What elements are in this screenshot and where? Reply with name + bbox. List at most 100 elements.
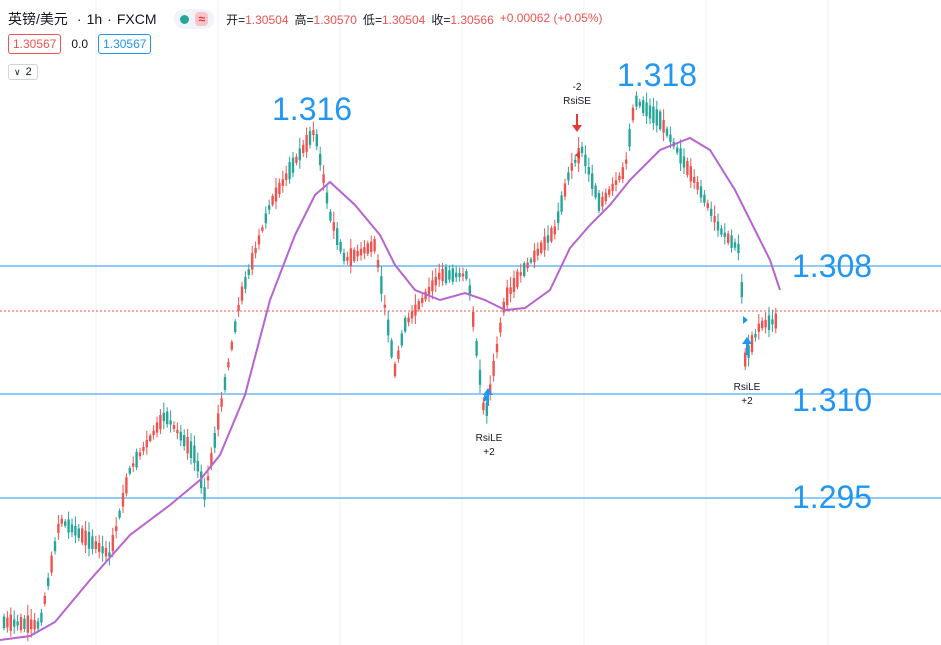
candle-body <box>285 173 288 180</box>
candle-body <box>635 95 638 107</box>
candle-body <box>431 280 434 292</box>
candle-body <box>325 192 329 204</box>
candle-body <box>203 487 206 500</box>
candle-body <box>13 619 16 627</box>
candle-body <box>322 174 325 184</box>
candle-body <box>631 107 635 121</box>
candle-body <box>543 236 546 251</box>
candle-body <box>737 243 740 254</box>
candle-body <box>516 271 519 288</box>
candle-body <box>560 195 563 212</box>
candle-body <box>638 101 641 106</box>
candle-body <box>438 272 441 280</box>
candle-body <box>339 241 342 252</box>
candle-body <box>312 130 315 136</box>
candle-body <box>764 319 767 328</box>
candle-body <box>427 286 431 295</box>
interval-label[interactable]: 1h <box>86 11 103 27</box>
candle-body <box>608 189 611 195</box>
candle-body <box>679 148 682 164</box>
high-value: 1.30570 <box>313 12 357 27</box>
signal-markers: -2 RsiSE RsiLE +2 RsiLE +2 <box>476 82 761 458</box>
candle-body <box>9 614 12 631</box>
status-pill[interactable]: ≈ <box>174 9 215 29</box>
indicators-toggle-button[interactable]: ∨ 2 <box>8 64 38 80</box>
signal-label: RsiLE <box>734 382 761 393</box>
candle-body <box>451 268 454 282</box>
candle-body <box>257 235 261 245</box>
candle-body <box>315 134 318 147</box>
candle-body <box>353 249 356 261</box>
candle-body <box>495 343 499 353</box>
signal-flag-icon <box>575 151 580 159</box>
candle-body <box>220 398 223 407</box>
spread-value: 0.0 <box>71 37 89 51</box>
candle-body <box>604 192 607 202</box>
candlesticks <box>2 91 777 642</box>
signal-arrow-icon <box>742 337 752 344</box>
candle-body <box>730 235 733 248</box>
candle-body <box>138 452 142 457</box>
signal-arrow-icon <box>483 388 493 395</box>
candle-body <box>645 102 648 117</box>
candle-body <box>757 323 760 332</box>
candle-body <box>710 208 713 216</box>
moving-average-line <box>0 136 781 641</box>
wave-icon: ≈ <box>195 12 209 26</box>
candle-body <box>669 134 672 142</box>
candle-body <box>400 333 403 346</box>
candle-body <box>550 227 553 242</box>
close-label: 收 <box>431 12 444 27</box>
bid-price-button[interactable]: 1.30567 <box>8 34 62 54</box>
candle-body <box>512 278 516 292</box>
candle-body <box>475 341 478 356</box>
price-annotation: 1.295 <box>792 479 872 515</box>
candle-body <box>740 282 743 298</box>
candle-body <box>489 384 492 394</box>
candle-body <box>465 271 468 279</box>
candle-body <box>115 526 118 532</box>
candle-body <box>104 548 108 557</box>
candle-body <box>227 361 230 368</box>
indicators-count: 2 <box>25 66 32 78</box>
level-lines <box>0 265 941 499</box>
candle-body <box>121 492 125 507</box>
candle-body <box>393 363 397 377</box>
source-label: FXCM <box>116 11 157 27</box>
symbol-name[interactable]: 英镑/美元 <box>8 11 68 27</box>
signal-flag-icon <box>743 316 748 324</box>
candle-body <box>128 468 131 474</box>
candle-body <box>499 322 502 333</box>
candle-body <box>509 287 512 294</box>
candle-body <box>727 233 730 243</box>
candle-body <box>750 335 754 353</box>
candle-body <box>47 577 50 587</box>
candle-body <box>251 253 254 270</box>
candle-body <box>621 167 624 180</box>
candle-body <box>308 131 312 145</box>
candle-body <box>169 420 172 425</box>
candle-body <box>186 436 189 454</box>
candle-body <box>417 301 420 310</box>
candle-body <box>67 519 70 533</box>
candle-body <box>145 439 148 448</box>
signal-label: +2 <box>741 396 753 407</box>
signal-flag-icon <box>484 394 489 402</box>
candle-body <box>686 160 689 175</box>
candle-body <box>36 621 40 629</box>
ask-price-button[interactable]: 1.30567 <box>98 34 152 54</box>
candle-body <box>40 612 43 623</box>
price-annotations: 1.316 1.318 1.308 1.310 1.295 <box>272 57 872 515</box>
candle-body <box>699 186 703 198</box>
candle-body <box>383 304 386 308</box>
candle-body <box>557 211 560 224</box>
candle-body <box>108 552 111 557</box>
candle-body <box>591 173 594 189</box>
candle-body <box>696 181 699 190</box>
price-annotation: 1.316 <box>272 91 352 127</box>
candle-body <box>580 146 584 154</box>
candle-body <box>652 106 655 124</box>
candle-body <box>57 523 60 533</box>
chart-header: 英镑/美元 · 1h · FXCM ≈ 开=1.30504 高=1.30570 … <box>8 9 603 29</box>
